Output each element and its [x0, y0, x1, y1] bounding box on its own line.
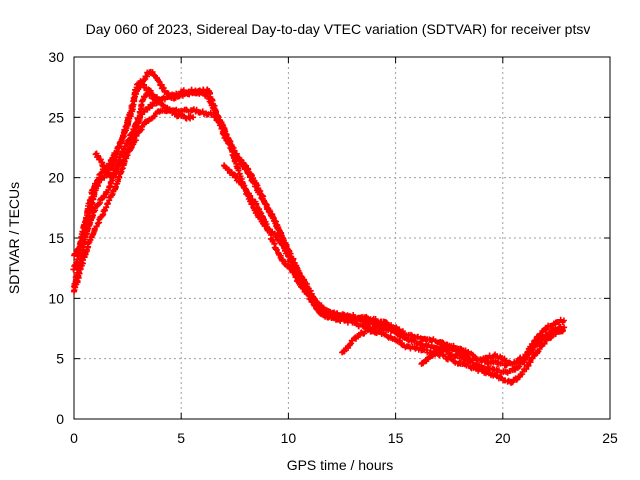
y-tick-label: 20 — [48, 170, 64, 186]
data-point-marker — [349, 333, 362, 344]
data-point-marker — [257, 191, 274, 217]
x-tick-label: 20 — [495, 430, 511, 446]
data-point-marker — [71, 274, 82, 295]
y-tick-label: 25 — [48, 109, 64, 125]
data-point-marker — [210, 111, 227, 131]
data-point-marker — [140, 92, 150, 103]
data-point-marker — [109, 144, 122, 168]
data-point-marker — [315, 301, 329, 315]
data-point-marker — [79, 225, 90, 243]
data-point-marker — [129, 86, 140, 115]
data-point-marker — [96, 156, 109, 174]
data-point-marker — [436, 350, 451, 363]
data-point-marker — [264, 224, 278, 251]
y-tick-label: 5 — [56, 351, 64, 367]
data-point-marker — [146, 68, 156, 76]
data-point-marker — [84, 236, 94, 253]
series-strand-f — [339, 323, 402, 356]
data-point-marker — [356, 329, 368, 338]
data-point-marker — [521, 343, 537, 366]
data-point-marker — [122, 111, 134, 134]
data-point-marker — [407, 336, 424, 347]
data-point-marker — [150, 71, 163, 85]
data-point-marker — [281, 258, 295, 273]
data-point-marker — [247, 173, 263, 198]
data-point-marker — [189, 106, 204, 116]
data-point-marker — [274, 234, 292, 260]
data-point-marker — [388, 325, 402, 335]
data-point-marker — [553, 327, 566, 336]
data-point-marker — [247, 192, 261, 211]
data-point-marker — [532, 333, 548, 349]
data-point-marker — [467, 364, 483, 374]
data-point-marker — [451, 352, 466, 362]
data-point-marker — [534, 337, 549, 357]
data-point-marker — [489, 371, 505, 382]
data-point-marker — [366, 318, 380, 327]
data-point-marker — [499, 355, 514, 367]
data-point-marker — [200, 86, 211, 95]
data-layer — [70, 68, 568, 386]
data-point-marker — [392, 336, 409, 351]
y-axis-label: SDTVAR / TECUs — [6, 182, 22, 294]
data-point-marker — [431, 347, 445, 356]
data-point-marker — [379, 324, 394, 333]
data-point-marker — [238, 181, 252, 198]
data-point-marker — [418, 356, 430, 367]
x-tick-label: 0 — [70, 430, 78, 446]
data-point-marker — [324, 310, 337, 320]
data-point-marker — [178, 87, 194, 96]
data-point-marker — [165, 106, 179, 118]
data-point-marker — [157, 81, 168, 95]
data-point-marker — [113, 158, 126, 171]
series-strand-e — [221, 162, 406, 340]
x-tick-label: 10 — [281, 430, 297, 446]
data-point-marker — [525, 349, 539, 369]
data-point-marker — [174, 111, 188, 120]
data-point-marker — [104, 187, 117, 207]
data-point-marker — [424, 352, 436, 362]
data-point-marker — [182, 113, 197, 122]
data-point-marker — [457, 360, 472, 369]
series-strand-h — [71, 78, 162, 259]
data-point-marker — [482, 352, 497, 362]
data-point-marker — [289, 269, 304, 288]
data-point-marker — [235, 155, 252, 178]
data-point-marker — [268, 210, 285, 239]
data-point-marker — [75, 259, 85, 281]
x-tick-label: 25 — [602, 430, 618, 446]
axis-ticks — [73, 56, 611, 420]
series-strand-g — [418, 342, 514, 367]
data-point-marker — [157, 99, 171, 112]
x-tick-label: 15 — [388, 430, 404, 446]
data-point-marker — [272, 244, 286, 264]
data-point-marker — [255, 206, 270, 228]
chart-title: Day 060 of 2023, Sidereal Day-to-day VTE… — [86, 21, 591, 37]
x-tick-label: 5 — [177, 430, 185, 446]
y-tick-label: 30 — [48, 49, 64, 65]
data-point-marker — [375, 319, 389, 328]
data-point-marker — [221, 125, 238, 162]
data-point-marker — [229, 171, 243, 185]
y-tick-label: 10 — [48, 290, 64, 306]
data-point-marker — [112, 170, 124, 193]
y-tick-label: 15 — [48, 230, 64, 246]
data-point-marker — [552, 316, 567, 326]
data-point-marker — [147, 90, 162, 103]
y-tick-label: 0 — [56, 411, 64, 427]
data-point-marker — [87, 189, 98, 212]
x-axis-label: GPS time / hours — [287, 457, 394, 473]
tick-labels: 0 5 10 15 20 25 0 5 10 15 20 25 30 — [48, 49, 618, 446]
data-point-marker — [188, 86, 204, 97]
